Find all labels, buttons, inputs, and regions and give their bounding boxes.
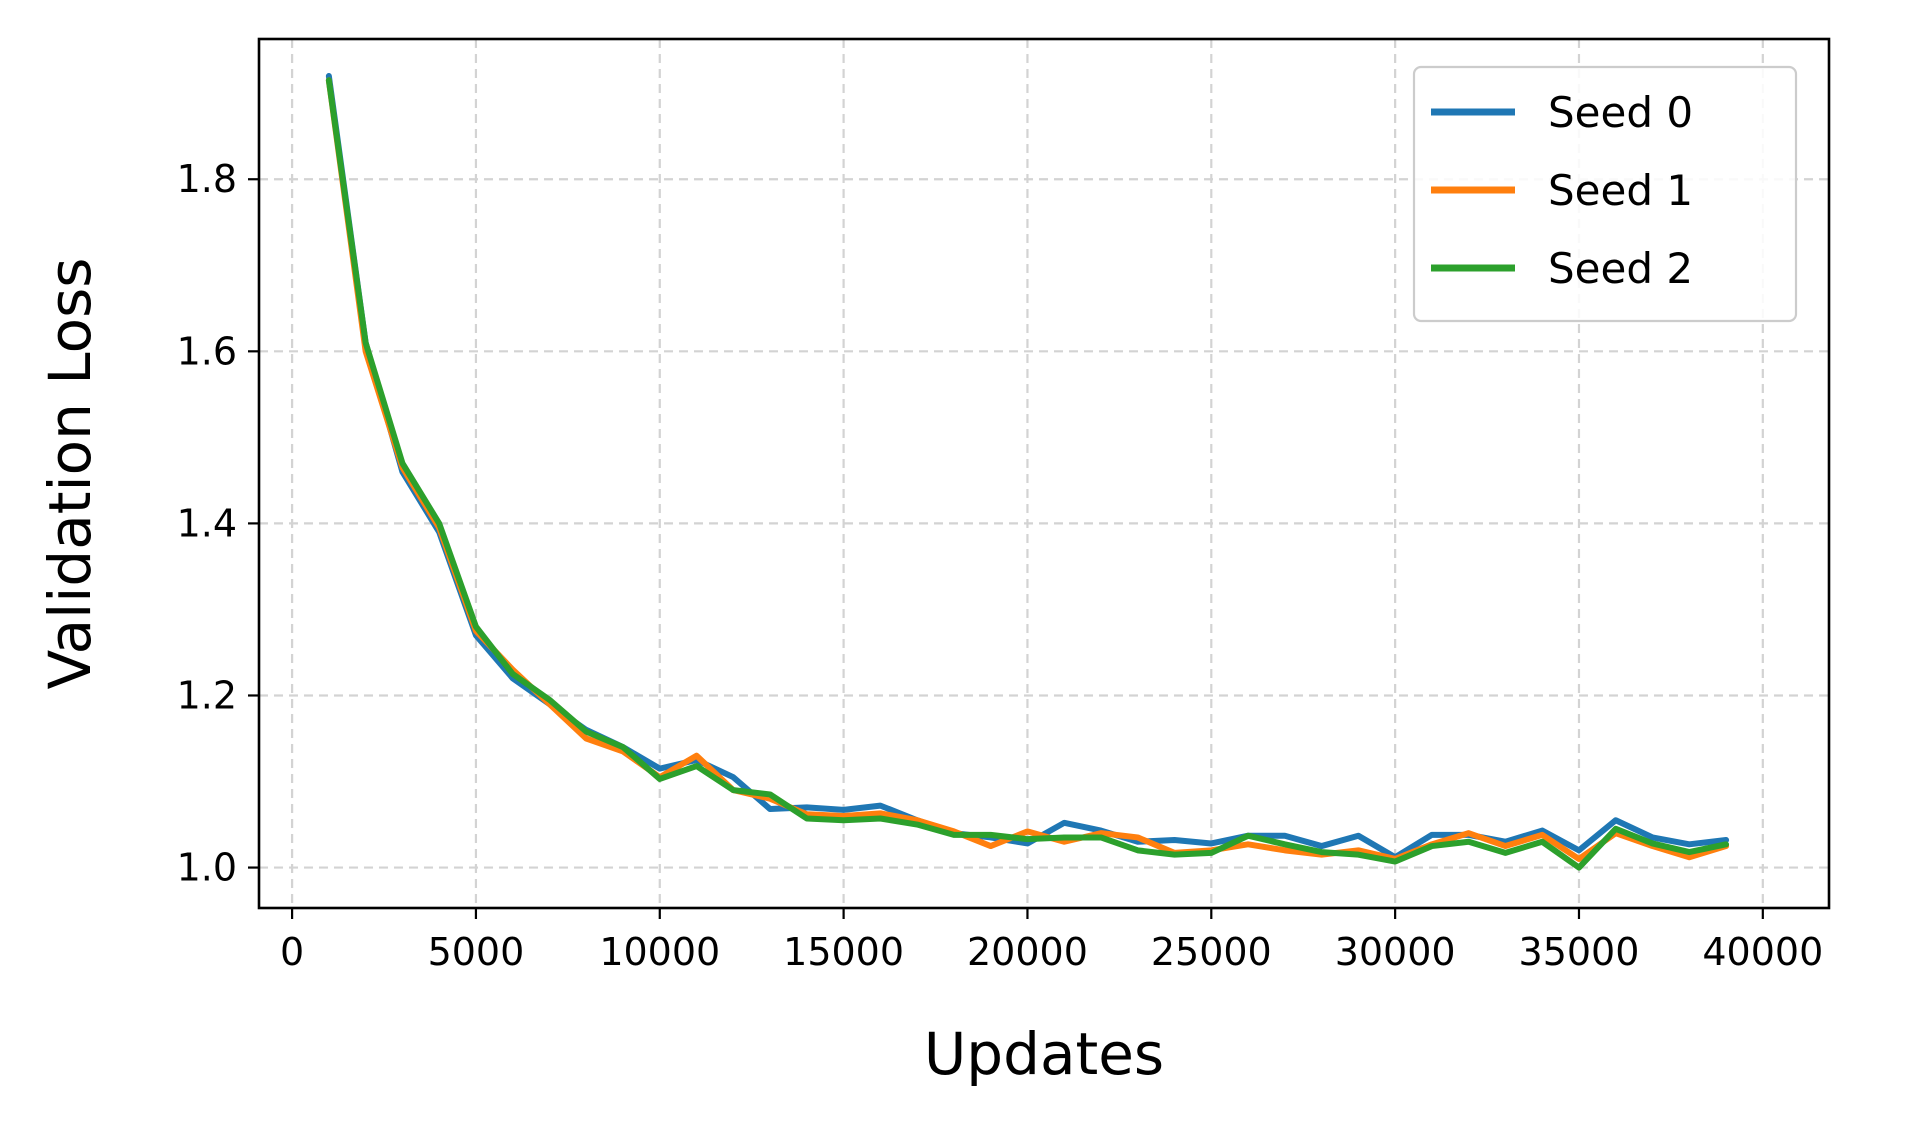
plot-frame [257, 37, 1831, 910]
y-axis-title: Validation Loss [36, 257, 104, 689]
x-tick-label: 25000 [1151, 930, 1272, 974]
series-lines [325, 73, 1730, 871]
y-tick-label: 1.2 [177, 673, 237, 717]
legend-label: Seed 1 [1548, 166, 1693, 215]
x-tick-label: 35000 [1519, 930, 1640, 974]
x-tick-label: 30000 [1335, 930, 1456, 974]
legend-box [1412, 65, 1798, 323]
x-tick-label: 15000 [783, 930, 904, 974]
x-axis-title: Updates [924, 1020, 1164, 1088]
x-tick-label: 10000 [599, 930, 720, 974]
x-tick-label: 0 [280, 930, 304, 974]
legend-label: Seed 2 [1548, 244, 1693, 293]
y-tick-label: 1.4 [177, 501, 237, 545]
y-tick-label: 1.8 [177, 157, 237, 201]
y-tick-label: 1.6 [177, 329, 237, 373]
series-line-seed-2 [325, 77, 1730, 871]
y-tick-label: 1.0 [177, 846, 237, 890]
grid [259, 39, 1829, 908]
x-tick-label: 20000 [967, 930, 1088, 974]
y-axis-ticks: 1.0 1.2 1.4 1.6 1.8 [177, 157, 259, 890]
x-tick-label: 5000 [428, 930, 525, 974]
legend-label: Seed 0 [1548, 88, 1693, 137]
x-tick-label: 40000 [1702, 930, 1823, 974]
x-axis-ticks: 0 5000 10000 15000 20000 25000 30000 35000 40000 [280, 908, 1823, 974]
legend: Seed 0 Seed 1 Seed 2 [1412, 65, 1798, 323]
series-line-seed-1 [325, 77, 1730, 862]
